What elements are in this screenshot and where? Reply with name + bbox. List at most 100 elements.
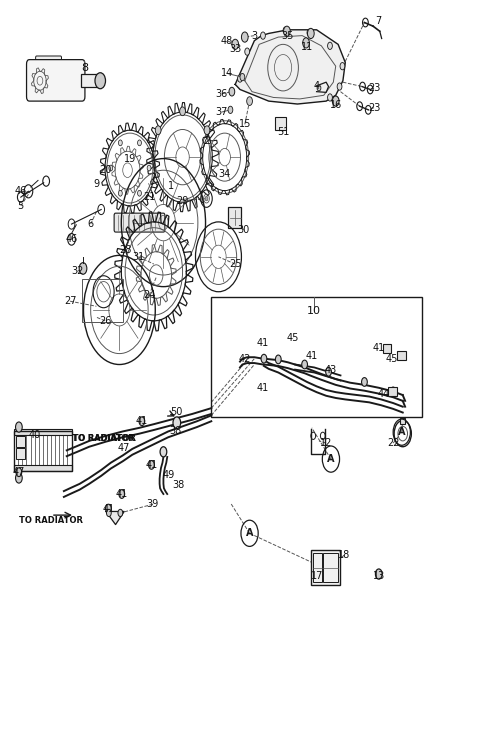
Circle shape: [173, 417, 180, 429]
Bar: [400, 418, 405, 424]
Text: 41: 41: [306, 351, 318, 361]
Text: 30: 30: [238, 225, 250, 235]
Circle shape: [15, 422, 22, 432]
Text: 45: 45: [287, 333, 299, 343]
Text: A: A: [398, 427, 406, 437]
Bar: [313, 553, 323, 582]
Bar: [211, 297, 422, 417]
Text: 1: 1: [168, 182, 174, 191]
Polygon shape: [106, 512, 124, 525]
Text: 17: 17: [312, 571, 324, 580]
Bar: [16, 448, 25, 459]
Text: 45: 45: [386, 354, 398, 364]
Text: 34: 34: [218, 169, 231, 179]
Bar: [228, 207, 241, 227]
Text: 44: 44: [377, 389, 390, 399]
Bar: [311, 550, 339, 585]
Text: A: A: [246, 529, 253, 538]
Text: 33: 33: [229, 44, 241, 55]
FancyBboxPatch shape: [36, 56, 61, 66]
Text: 23: 23: [368, 83, 380, 93]
Text: 5: 5: [18, 201, 24, 211]
Bar: [82, 278, 123, 322]
Circle shape: [283, 27, 288, 34]
Text: 32: 32: [71, 266, 84, 276]
Text: 47: 47: [12, 467, 25, 477]
Text: 48: 48: [221, 36, 233, 46]
Text: 41: 41: [116, 489, 128, 499]
Text: 22: 22: [387, 438, 399, 448]
Text: 9: 9: [93, 179, 99, 189]
Text: 38: 38: [169, 426, 181, 437]
Text: 16: 16: [330, 100, 342, 110]
Text: 21: 21: [143, 192, 155, 202]
Text: 47: 47: [118, 443, 131, 453]
Text: 14: 14: [221, 69, 233, 79]
Text: 36: 36: [216, 89, 228, 99]
Circle shape: [139, 417, 145, 426]
Circle shape: [303, 38, 310, 48]
Text: 41: 41: [257, 383, 269, 393]
Text: TO RADIATOR: TO RADIATOR: [73, 434, 134, 443]
Polygon shape: [235, 30, 345, 104]
Text: 46: 46: [15, 187, 27, 196]
Circle shape: [245, 48, 250, 55]
Text: 41: 41: [145, 460, 157, 470]
Circle shape: [149, 461, 155, 469]
Circle shape: [107, 510, 111, 517]
Text: TO RADIATOR: TO RADIATOR: [72, 434, 135, 443]
Text: 8: 8: [81, 63, 88, 74]
Bar: [276, 117, 286, 130]
Circle shape: [138, 190, 142, 196]
Text: 29: 29: [176, 196, 189, 206]
Bar: [397, 351, 406, 360]
Text: 19: 19: [124, 155, 136, 164]
Bar: [81, 74, 99, 87]
Text: 40: 40: [29, 430, 41, 440]
Circle shape: [119, 140, 122, 146]
Circle shape: [261, 354, 267, 363]
Circle shape: [361, 378, 367, 386]
Bar: [383, 344, 391, 353]
Circle shape: [79, 262, 87, 274]
Text: 2: 2: [203, 136, 210, 146]
Circle shape: [238, 75, 242, 82]
Text: 42: 42: [239, 354, 251, 364]
Circle shape: [390, 387, 396, 396]
Text: 39: 39: [147, 499, 159, 509]
FancyBboxPatch shape: [114, 213, 165, 232]
Circle shape: [138, 140, 142, 146]
Circle shape: [261, 32, 265, 39]
Text: 41: 41: [372, 343, 385, 354]
Text: 4: 4: [313, 81, 320, 91]
Circle shape: [109, 165, 113, 171]
FancyBboxPatch shape: [26, 60, 85, 101]
Text: 37: 37: [216, 107, 228, 117]
Text: 24: 24: [143, 290, 155, 300]
Circle shape: [375, 569, 382, 579]
Circle shape: [160, 447, 167, 457]
Text: 20: 20: [99, 165, 111, 174]
Circle shape: [106, 504, 111, 513]
Circle shape: [16, 468, 22, 477]
Text: 50: 50: [170, 407, 183, 417]
Circle shape: [119, 190, 122, 196]
Circle shape: [276, 355, 281, 364]
Text: 7: 7: [376, 16, 382, 26]
Circle shape: [317, 85, 321, 91]
Text: 13: 13: [372, 571, 385, 580]
Circle shape: [332, 96, 339, 106]
Circle shape: [205, 196, 208, 200]
Circle shape: [284, 26, 290, 36]
Circle shape: [240, 74, 245, 81]
Text: 12: 12: [320, 438, 332, 448]
Bar: [323, 553, 337, 582]
Text: 6: 6: [88, 219, 94, 229]
Text: A: A: [327, 454, 335, 464]
Circle shape: [241, 32, 248, 42]
Circle shape: [180, 107, 185, 116]
Text: 51: 51: [277, 127, 289, 136]
Circle shape: [15, 473, 22, 483]
Circle shape: [119, 490, 125, 499]
Text: 18: 18: [338, 550, 350, 560]
